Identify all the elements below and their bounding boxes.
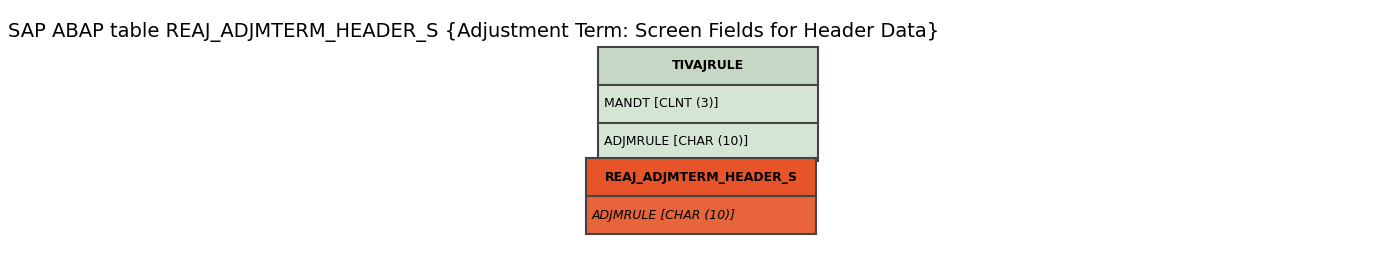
Text: TIVAJRULE: TIVAJRULE bbox=[671, 60, 744, 73]
Bar bbox=[586, 196, 816, 234]
Text: SAP ABAP table REAJ_ADJMTERM_HEADER_S {Adjustment Term: Screen Fields for Header: SAP ABAP table REAJ_ADJMTERM_HEADER_S {A… bbox=[8, 22, 939, 42]
Bar bbox=[599, 47, 818, 85]
Bar bbox=[586, 158, 816, 196]
Bar bbox=[599, 85, 818, 123]
Bar bbox=[599, 123, 818, 161]
Text: ADJMRULE [CHAR (10)]: ADJMRULE [CHAR (10)] bbox=[604, 136, 748, 149]
Text: ADJMRULE [CHAR (10)]: ADJMRULE [CHAR (10)] bbox=[592, 208, 736, 221]
Text: REAJ_ADJMTERM_HEADER_S: REAJ_ADJMTERM_HEADER_S bbox=[604, 170, 798, 183]
Text: MANDT [CLNT (3)]: MANDT [CLNT (3)] bbox=[604, 98, 718, 111]
